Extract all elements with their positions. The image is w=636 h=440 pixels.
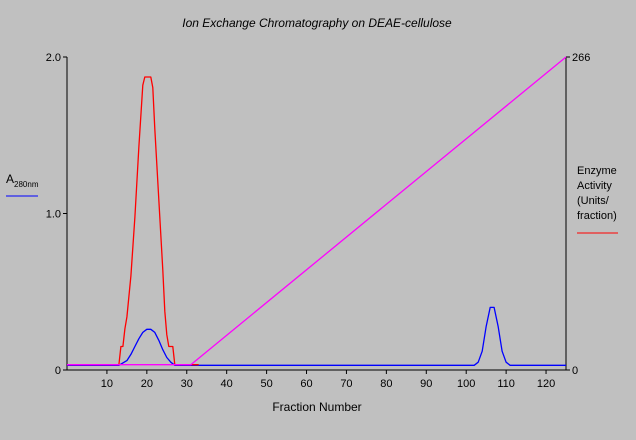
x-axis: 10 20 30 40 50 60 70 80 90 100 110 120 bbox=[101, 370, 555, 390]
x-tick-label: 90 bbox=[420, 378, 432, 390]
x-tick-label: 40 bbox=[221, 378, 233, 390]
left-y-axis: 0 1.0 2.0 bbox=[46, 52, 67, 377]
left-y-tick-label: 0 bbox=[55, 365, 61, 377]
x-tick-label: 10 bbox=[101, 378, 113, 390]
right-y-axis: 0 266 bbox=[566, 52, 590, 377]
right-y-axis-label: Enzyme Activity (Units/fraction) bbox=[577, 165, 617, 222]
gradient-line bbox=[67, 56, 567, 366]
left-y-axis-label: A280nm bbox=[6, 172, 39, 189]
right-y-axis-label-line: Activity bbox=[577, 180, 612, 192]
enzyme-activity-line bbox=[67, 76, 199, 366]
left-y-tick-label: 2.0 bbox=[46, 52, 61, 64]
x-tick-label: 60 bbox=[300, 378, 312, 390]
series-layer bbox=[67, 56, 567, 366]
right-y-tick-label: 0 bbox=[572, 365, 578, 377]
x-tick-label: 100 bbox=[457, 378, 475, 390]
x-axis-label: Fraction Number bbox=[272, 400, 361, 414]
x-tick-label: 80 bbox=[380, 378, 392, 390]
chart-title: Ion Exchange Chromatography on DEAE-cell… bbox=[182, 16, 452, 30]
x-tick-label: 120 bbox=[537, 378, 555, 390]
absorbance-line bbox=[67, 306, 566, 366]
left-y-tick-label: 1.0 bbox=[46, 209, 61, 221]
x-tick-label: 70 bbox=[340, 378, 352, 390]
x-tick-label: 50 bbox=[260, 378, 272, 390]
x-tick-label: 30 bbox=[181, 378, 193, 390]
right-y-axis-label-line: Enzyme bbox=[577, 165, 617, 177]
x-tick-label: 110 bbox=[497, 378, 515, 390]
right-y-axis-label-line: fraction) bbox=[577, 210, 617, 222]
x-tick-label: 20 bbox=[141, 378, 153, 390]
right-y-axis-label-line: (Units/ bbox=[577, 195, 610, 207]
right-y-tick-label: 266 bbox=[572, 52, 590, 64]
